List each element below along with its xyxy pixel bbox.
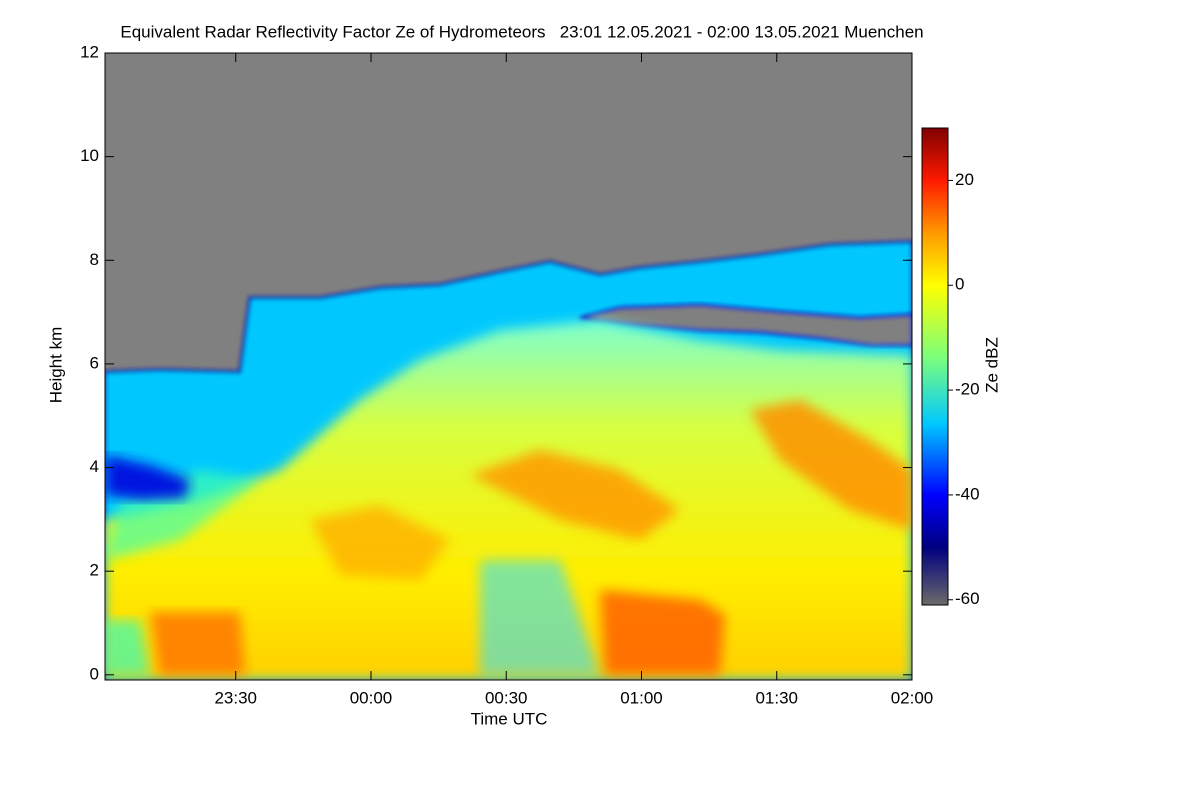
colorbar-label: Ze dBZ: [982, 337, 1001, 393]
reflectivity-field: [105, 53, 912, 680]
colorbar: [921, 127, 949, 606]
y-tick-label: 10: [80, 146, 99, 165]
x-tick-label: 00:30: [485, 688, 528, 707]
colorbar-tick-label: -60: [955, 589, 980, 608]
x-tick-label: 02:00: [891, 688, 934, 707]
y-axis-label: Height km: [46, 327, 65, 404]
y-tick-label: 2: [90, 561, 99, 580]
chart-title: Equivalent Radar Reflectivity Factor Ze …: [120, 22, 923, 41]
y-tick-label: 6: [90, 353, 99, 372]
plot-frame: [104, 52, 913, 681]
x-tick-label: 23:30: [214, 688, 257, 707]
x-axis-label: Time UTC: [471, 709, 548, 728]
colorbar-tick-label: -40: [955, 484, 980, 503]
colorbar-tick-label: -20: [955, 380, 980, 399]
y-tick-label: 4: [90, 457, 99, 476]
y-tick-label: 12: [80, 42, 99, 61]
colorbar-tick-label: 0: [955, 275, 964, 294]
x-tick-label: 01:30: [755, 688, 798, 707]
colorbar-tick-label: 20: [955, 170, 974, 189]
y-tick-label: 0: [90, 664, 99, 683]
y-tick-label: 8: [90, 250, 99, 269]
x-tick-label: 01:00: [620, 688, 663, 707]
x-tick-label: 00:00: [350, 688, 393, 707]
